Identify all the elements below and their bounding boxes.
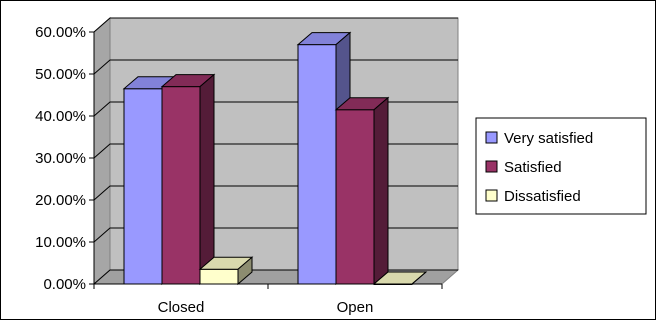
- legend-item: Very satisfied: [485, 130, 593, 147]
- legend-label: Satisfied: [504, 159, 562, 176]
- legend-label: Very satisfied: [504, 130, 593, 147]
- y-tick-label: 60.00%: [35, 24, 86, 41]
- axis-labels: 0.00% 10.00% 20.00% 30.00% 40.00% 50.00% 60.00…: [35, 24, 373, 316]
- bar-side: [411, 271, 427, 285]
- bar-front: [123, 88, 163, 285]
- legend-swatch: [485, 189, 498, 202]
- bar-front: [297, 44, 337, 285]
- bar-dissatisfied-closed: [198, 256, 254, 286]
- bar-side: [373, 96, 389, 286]
- legend-box: [475, 117, 647, 215]
- gridline: [93, 17, 458, 33]
- legend-swatch: [485, 160, 498, 173]
- bar-dissatisfied-open: [372, 271, 428, 285]
- bar-side: [199, 73, 215, 286]
- category-label: Open: [337, 299, 374, 316]
- y-tick-label: 0.00%: [43, 276, 86, 293]
- legend-item: Dissatisfied: [485, 188, 581, 205]
- y-tick-label: 20.00%: [35, 192, 86, 209]
- y-tick-label: 10.00%: [35, 234, 86, 251]
- legend-item: Satisfied: [485, 159, 562, 176]
- y-tick-label: 30.00%: [35, 150, 86, 167]
- y-tick-label: 40.00%: [35, 108, 86, 125]
- bar-front: [199, 268, 239, 285]
- legend-swatch: [485, 131, 498, 144]
- legend: Very satisfied Satisfied Dissatisfied: [475, 117, 647, 215]
- bars: [122, 31, 428, 286]
- bar-satisfied-open: [334, 96, 390, 286]
- bar-side: [237, 256, 253, 286]
- category-label: Closed: [158, 299, 205, 316]
- bar-front: [161, 86, 201, 285]
- legend-label: Dissatisfied: [504, 188, 581, 205]
- y-tick-label: 50.00%: [35, 66, 86, 83]
- bar-satisfied-closed: [160, 73, 216, 286]
- bar-front: [335, 109, 375, 285]
